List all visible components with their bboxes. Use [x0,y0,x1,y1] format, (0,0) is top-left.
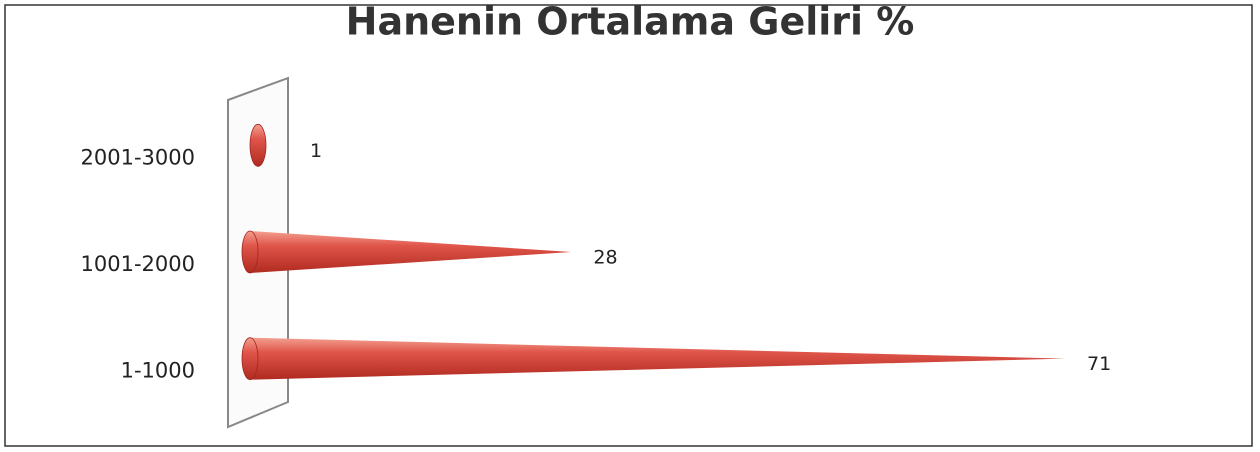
y-tick-label: 1001-2000 [81,252,195,276]
value-label: 28 [593,247,617,269]
value-label: 1 [310,140,322,162]
frame [4,4,1253,447]
cone [241,230,572,274]
y-tick-label: 1-1000 [121,359,195,383]
value-label: 71 [1087,353,1111,375]
chart-title: Hanenin Ortalama Geliri % [346,0,915,44]
y-tick-label: 2001-3000 [81,145,195,169]
cone [249,123,267,167]
cone [241,337,1065,381]
